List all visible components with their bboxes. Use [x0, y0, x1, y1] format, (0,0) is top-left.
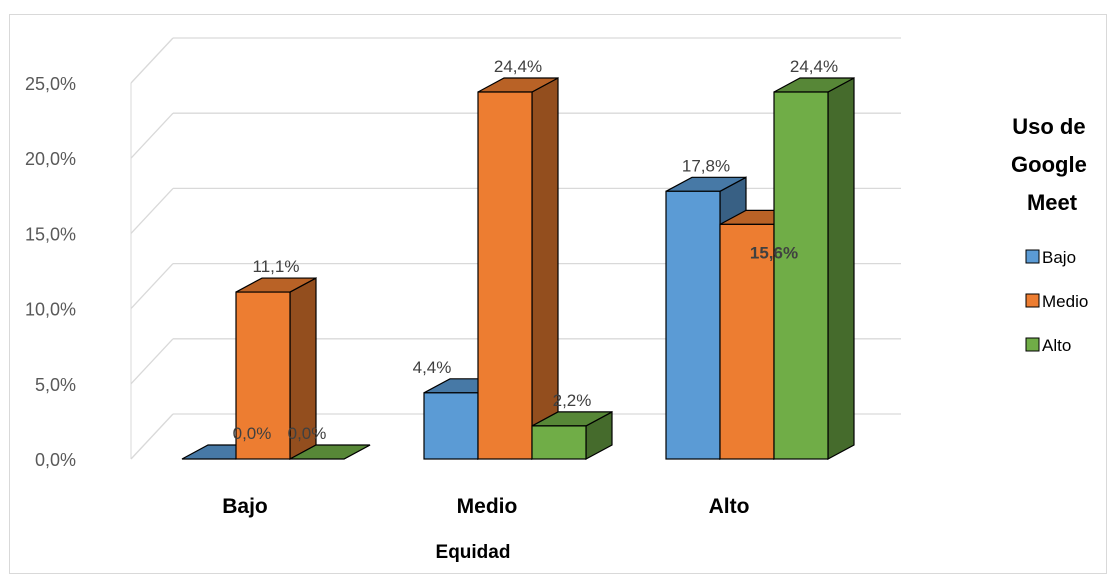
bar-front-face: [235, 291, 291, 460]
y-tick-label: 0,0%: [35, 450, 76, 470]
data-label: 11,1%: [253, 257, 300, 276]
data-label: 24,4%: [790, 57, 838, 76]
legend-label: Alto: [1042, 336, 1071, 355]
side-gridline: [130, 37, 174, 84]
legend-title: Uso de Google Meet: [1011, 114, 1093, 215]
legend-item-bajo: Bajo: [1025, 248, 1076, 267]
legend-label: Bajo: [1042, 248, 1076, 267]
data-label: 4,4%: [413, 358, 452, 377]
legend-swatch: [1025, 337, 1040, 352]
side-gridline: [130, 263, 174, 310]
bars-layer: [181, 77, 855, 461]
y-tick-label: 5,0%: [35, 375, 76, 395]
bar-bajo-alto: [289, 444, 371, 460]
bar-front-face: [423, 392, 479, 460]
data-label: 2,2%: [553, 391, 592, 410]
legend-swatch: [1025, 293, 1040, 308]
bar-medio-medio: [477, 77, 559, 461]
bar-front-face: [665, 190, 721, 460]
y-tick-label: 10,0%: [25, 300, 76, 320]
data-label: 17,8%: [682, 156, 730, 175]
x-tick-label: Alto: [709, 495, 750, 518]
x-axis-ticks: Bajo Medio Alto: [222, 495, 749, 518]
data-label: 0,0%: [233, 424, 272, 443]
bar-side-face: [827, 77, 855, 461]
side-gridline: [130, 413, 174, 460]
data-labels-layer: 0,0% 11,1% 0,0% 4,4% 24,4% 2,2% 17,8% 15,6% 24,4…: [233, 57, 838, 443]
bar-bajo-medio: [235, 277, 317, 461]
y-tick-label: 25,0%: [25, 74, 76, 94]
x-tick-label: Bajo: [222, 495, 268, 518]
data-label: 15,6%: [750, 243, 798, 262]
y-tick-label: 20,0%: [25, 149, 76, 169]
data-label: 24,4%: [494, 57, 542, 76]
side-gridline: [130, 338, 174, 385]
bar-medio-alto: [531, 410, 613, 461]
bar-front-face: [773, 91, 829, 460]
side-gridline: [130, 187, 174, 234]
bar-front-face: [531, 425, 587, 460]
legend-item-medio: Medio: [1025, 292, 1088, 311]
x-tick-label: Medio: [457, 495, 518, 518]
legend-swatch: [1025, 249, 1040, 264]
y-tick-label: 15,0%: [25, 224, 76, 244]
bar-front-face: [477, 91, 533, 460]
data-label: 0,0%: [288, 424, 327, 443]
bar-front-face: [719, 223, 775, 460]
legend: Uso de Google Meet Bajo Medio Alto: [1011, 114, 1093, 355]
side-gridline: [130, 112, 174, 159]
x-axis-title: Equidad: [436, 542, 511, 563]
legend-label: Medio: [1042, 292, 1088, 311]
y-axis-ticks: 0,0% 5,0% 10,0% 15,0% 20,0% 25,0%: [25, 74, 76, 470]
legend-items: Bajo Medio Alto: [1025, 248, 1088, 355]
legend-item-alto: Alto: [1025, 336, 1071, 355]
bar-top-face: [289, 444, 371, 460]
bar-alto-alto: [773, 77, 855, 461]
